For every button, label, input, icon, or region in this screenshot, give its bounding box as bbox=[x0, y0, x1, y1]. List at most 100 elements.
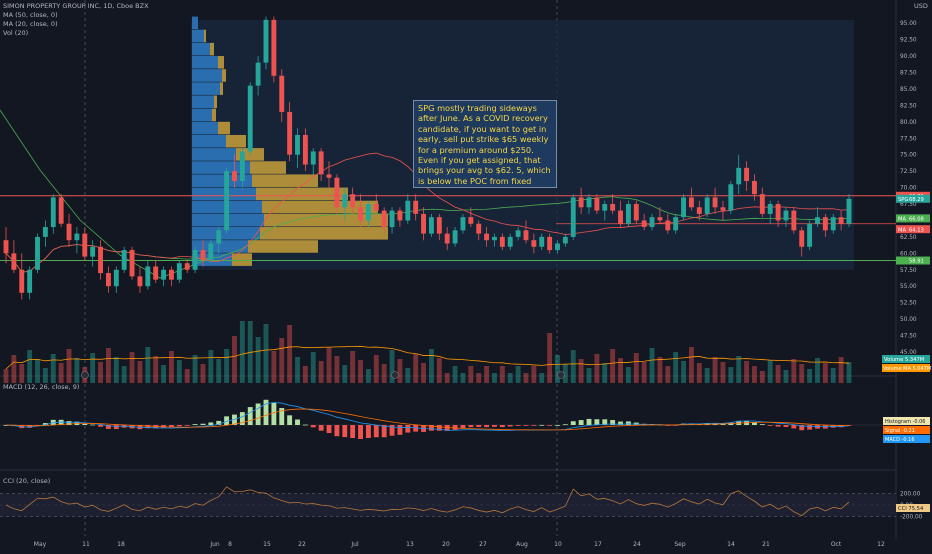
ma50-legend[interactable]: MA (50, close, 0) bbox=[3, 11, 58, 19]
macd-histogram-bar bbox=[807, 425, 813, 430]
volume-bar bbox=[3, 369, 9, 383]
macd-histogram-bar bbox=[334, 425, 340, 437]
macd-histogram-bar bbox=[239, 412, 245, 425]
candle-body bbox=[405, 200, 411, 221]
candle-body bbox=[137, 276, 143, 287]
volume-bar bbox=[66, 349, 72, 383]
candle-body bbox=[98, 246, 103, 274]
candle bbox=[239, 148, 245, 188]
candle bbox=[468, 207, 474, 228]
volume-bar bbox=[90, 353, 96, 383]
candle-body bbox=[113, 269, 119, 287]
candle bbox=[58, 194, 64, 228]
macd-legend[interactable]: MACD (12, 26, close, 9) bbox=[3, 383, 80, 391]
volume-bar bbox=[19, 364, 25, 383]
candle bbox=[145, 259, 151, 290]
candle bbox=[121, 246, 127, 274]
macd-histogram-bar bbox=[618, 421, 623, 425]
volume-bar bbox=[129, 352, 135, 383]
ma20-legend[interactable]: MA (20, close, 0) bbox=[3, 20, 58, 28]
volume-profile-bar bbox=[192, 29, 204, 43]
candle bbox=[799, 227, 805, 257]
candle-body bbox=[625, 204, 631, 224]
candle bbox=[200, 240, 206, 267]
macd-histogram-bar bbox=[279, 408, 285, 425]
volume-bar bbox=[176, 360, 182, 383]
volume-bar bbox=[373, 355, 379, 383]
candle bbox=[184, 259, 190, 274]
candle-body bbox=[129, 250, 135, 277]
vol-legend[interactable]: Vol (20) bbox=[3, 29, 29, 37]
volume-profile-bar bbox=[192, 82, 220, 95]
volume-bar bbox=[657, 357, 663, 383]
candle-body bbox=[752, 181, 757, 195]
candle bbox=[846, 194, 852, 228]
macd-histogram-bar bbox=[42, 423, 48, 425]
cci-legend[interactable]: CCI (20, close) bbox=[3, 477, 51, 485]
macd-histogram-bar bbox=[492, 425, 497, 427]
candle-body bbox=[145, 266, 151, 287]
price-tag-label: SPG bbox=[898, 197, 908, 203]
time-tick: May bbox=[34, 541, 47, 548]
candle-body bbox=[208, 243, 214, 260]
volume-tag-text: Volume 5.347M bbox=[884, 357, 924, 363]
candle-body bbox=[783, 210, 789, 221]
candle bbox=[310, 148, 316, 175]
volume-bar bbox=[783, 370, 789, 383]
volume-profile-bar bbox=[192, 148, 236, 161]
macd-histogram-bar bbox=[610, 420, 616, 425]
price-tag-label: MA bbox=[898, 227, 906, 233]
volume-bar bbox=[27, 350, 33, 383]
candle bbox=[389, 207, 395, 234]
volume-bar bbox=[547, 333, 553, 383]
volume-bar bbox=[665, 366, 671, 383]
cci-band bbox=[0, 493, 896, 517]
dividend-marker bbox=[557, 371, 565, 379]
cci-tick: 200.00 bbox=[900, 492, 921, 498]
time-tick: Oct bbox=[831, 541, 842, 548]
volume-bar bbox=[381, 364, 387, 383]
candle-body bbox=[484, 233, 490, 241]
macd-tag-bg bbox=[883, 417, 930, 425]
volume-profile-bar bbox=[214, 95, 217, 109]
macd-histogram-bar bbox=[531, 425, 537, 426]
macd-histogram-bar bbox=[452, 425, 458, 430]
time-tick: 22 bbox=[298, 541, 306, 548]
volume-profile-bar bbox=[192, 42, 210, 56]
macd-tag-text: MACD -0.16 bbox=[885, 437, 915, 443]
volume-bar bbox=[105, 348, 111, 383]
macd-histogram-bar bbox=[436, 425, 442, 431]
volume-bar bbox=[444, 373, 450, 383]
candle-body bbox=[799, 230, 805, 247]
volume-profile-bar bbox=[218, 56, 224, 69]
price-tag-bg bbox=[896, 225, 930, 234]
candle bbox=[66, 213, 72, 247]
volume-bar bbox=[618, 358, 623, 383]
candle-body bbox=[287, 111, 293, 155]
note-text: SPG mostly trading sideways after June. … bbox=[418, 103, 551, 187]
candle-body bbox=[578, 197, 584, 208]
price-tick: 60.00 bbox=[900, 251, 917, 257]
volume-bar bbox=[468, 366, 474, 383]
price-tag-value: 68.29 bbox=[909, 197, 924, 203]
volume-bar bbox=[232, 336, 237, 383]
macd-histogram-bar bbox=[397, 425, 403, 435]
volume-bar bbox=[421, 363, 427, 383]
price-tick: 95.00 bbox=[900, 21, 917, 27]
volume-bar bbox=[791, 359, 797, 383]
candle bbox=[539, 233, 545, 251]
volume-bar bbox=[192, 355, 198, 383]
candle bbox=[342, 187, 348, 221]
volume-bar bbox=[58, 363, 64, 383]
cci-tag-text: CCI 75.54 bbox=[898, 506, 924, 512]
candle bbox=[752, 174, 757, 201]
candle bbox=[279, 69, 285, 122]
time-tick: 20 bbox=[442, 541, 450, 548]
candle bbox=[224, 167, 230, 234]
candle-body bbox=[586, 197, 592, 208]
macd-histogram-bar bbox=[66, 421, 72, 425]
price-tick: 85.00 bbox=[900, 87, 917, 93]
volume-bar bbox=[413, 354, 419, 383]
candle bbox=[633, 200, 639, 224]
